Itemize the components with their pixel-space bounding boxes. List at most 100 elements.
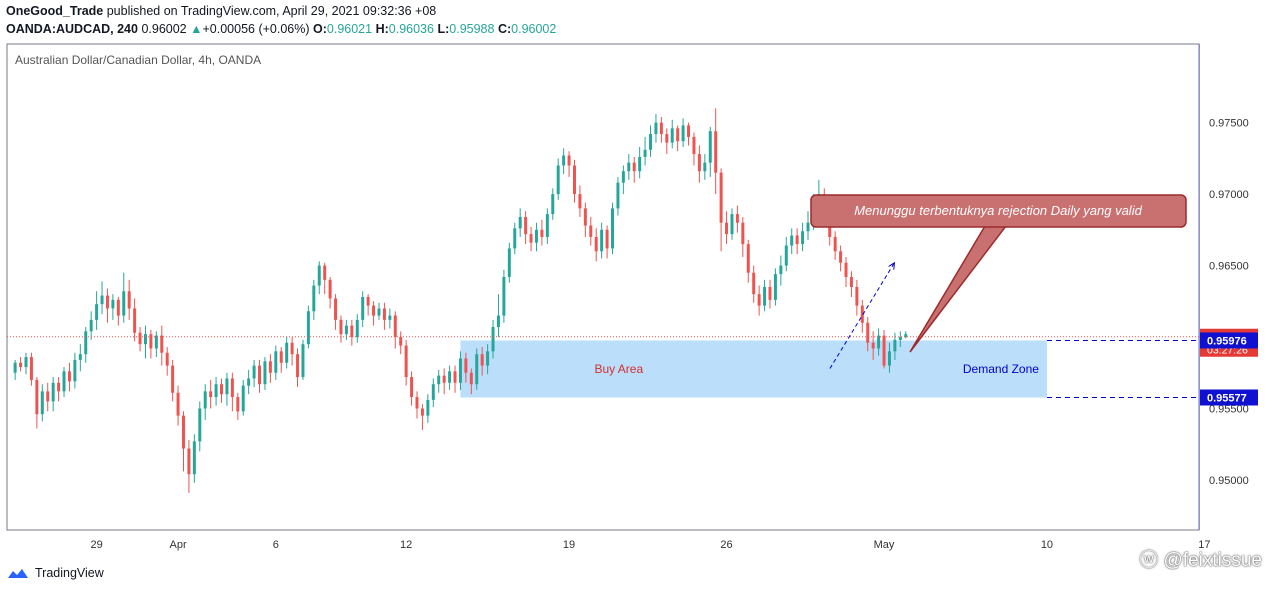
candle [388, 308, 392, 329]
candle [611, 202, 614, 255]
candle-body [524, 216, 528, 235]
low-label: L: [437, 22, 450, 36]
high-value: 0.96036 [388, 22, 434, 36]
candle [545, 208, 549, 245]
candle-body [746, 244, 750, 273]
author-name[interactable]: OneGood_Trade [6, 4, 104, 18]
callout-annotation[interactable]: Menunggu terbentuknya rejection Daily ya… [810, 194, 1187, 353]
candle [649, 125, 653, 157]
candle-body [274, 351, 278, 373]
x-tick-label: 17 [1198, 539, 1210, 551]
candle [735, 205, 739, 233]
candle-body [165, 352, 169, 366]
candle [849, 271, 853, 298]
candle-body [290, 342, 294, 355]
candle-body [898, 337, 902, 340]
candle [692, 132, 696, 166]
candle [855, 279, 859, 316]
candle [350, 319, 354, 346]
zone-bottom-tag[interactable]: 0.95577 [1200, 389, 1258, 406]
zone-top-tag[interactable]: 0.95976 [1200, 332, 1258, 349]
candle-body [860, 305, 864, 323]
candle [84, 327, 88, 363]
low-value: 0.95988 [449, 22, 495, 36]
candle-body [545, 214, 549, 237]
candle-body [95, 304, 99, 320]
y-tick-label: 0.96500 [1209, 261, 1249, 273]
candle-body [855, 287, 859, 306]
candle-body [19, 362, 23, 368]
candle [399, 331, 403, 355]
candle-body [763, 287, 767, 306]
candle [632, 156, 636, 183]
publisher-line: OneGood_Trade published on TradingView.c… [6, 4, 436, 18]
candle [230, 372, 234, 412]
candle-body [334, 298, 338, 320]
candle-body [214, 384, 218, 398]
candle-body [687, 125, 691, 137]
last-price: 0.96002 [141, 22, 187, 36]
candle-body [263, 361, 267, 385]
candle [372, 301, 376, 326]
candle-body [887, 351, 891, 366]
candle-body [567, 155, 571, 166]
candle-body [78, 354, 82, 360]
candle-body [84, 331, 88, 355]
candle [882, 329, 886, 369]
candle-body [697, 154, 701, 172]
y-tick-label: 0.95500 [1209, 404, 1249, 416]
candle-body [350, 325, 354, 338]
demand-zone-rect[interactable] [460, 340, 1047, 398]
close-value: 0.96002 [511, 22, 557, 36]
candle [306, 305, 310, 349]
candle [203, 384, 207, 420]
candle-body [89, 319, 93, 332]
candle [638, 146, 642, 179]
candle-body [209, 391, 213, 398]
candle-body [572, 165, 576, 195]
symbol-name[interactable]: OANDA:AUDCAD, 240 [6, 22, 138, 36]
candle [24, 352, 28, 375]
candle-body [627, 162, 631, 172]
candle [844, 256, 848, 287]
candle-body [638, 156, 642, 172]
candle-body [420, 408, 424, 416]
candle-body [616, 182, 620, 209]
candle [78, 344, 82, 372]
candle-body [133, 308, 137, 333]
candle-body [534, 229, 538, 243]
candle-body [469, 372, 473, 385]
tradingview-logo[interactable]: TradingView [6, 566, 104, 580]
candle-body [236, 397, 240, 412]
candle-body [355, 319, 359, 338]
candle-body [594, 236, 598, 252]
candle-body [703, 162, 707, 172]
candle-body [377, 308, 381, 316]
tradingview-brand: TradingView [35, 566, 104, 580]
candle-body [51, 382, 55, 402]
candle [540, 219, 544, 246]
candle [171, 359, 175, 402]
candle [887, 342, 891, 373]
candle [464, 352, 468, 383]
candle-body [518, 216, 522, 229]
candle-body [301, 344, 305, 378]
open-value: 0.96021 [326, 22, 373, 36]
candle [154, 331, 158, 358]
candle [127, 279, 131, 320]
candle [578, 185, 582, 217]
candle [393, 311, 397, 349]
candle-body [496, 315, 500, 328]
candle [105, 288, 109, 323]
candle-body [154, 335, 158, 349]
candle-body [562, 155, 566, 166]
candle-body [241, 385, 245, 412]
candle [442, 368, 446, 395]
candle-body [735, 214, 739, 223]
chart-title: Australian Dollar/Canadian Dollar, 4h, O… [15, 53, 261, 67]
candle-body [464, 358, 468, 373]
candle [138, 327, 142, 352]
y-tick-label: 0.97500 [1209, 118, 1249, 130]
candle [486, 344, 490, 375]
